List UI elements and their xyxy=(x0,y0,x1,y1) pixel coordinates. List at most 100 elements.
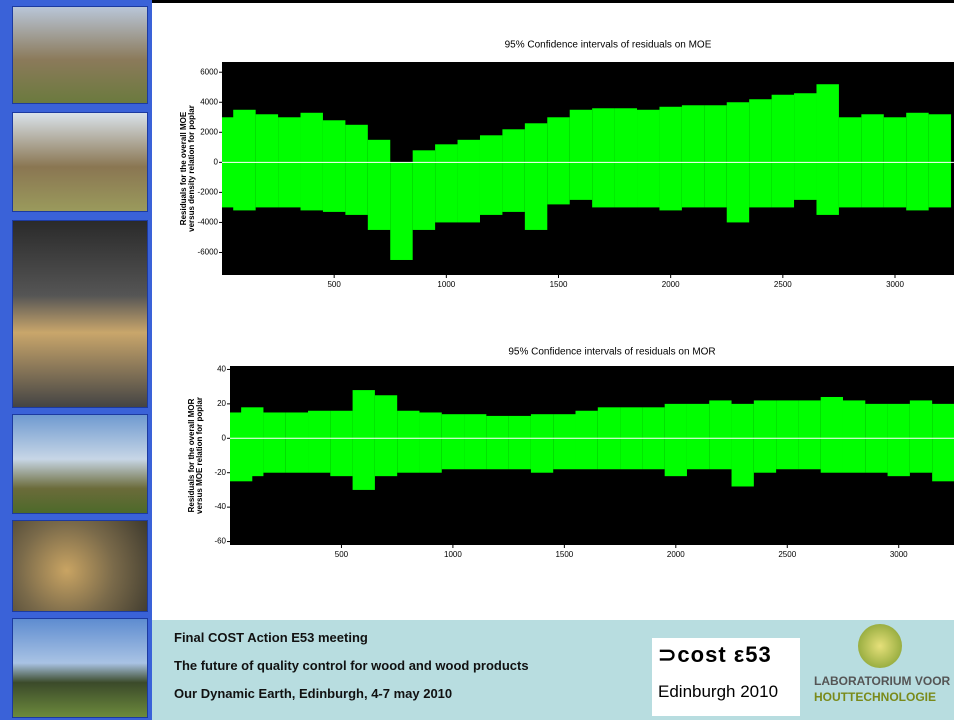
logo-text: HOUTTECHNOLOGIE xyxy=(814,690,936,704)
photo xyxy=(12,6,148,104)
interval-bar xyxy=(861,114,883,207)
interval-bar xyxy=(929,114,951,207)
x-tick-label: 1500 xyxy=(555,550,573,559)
interval-bar xyxy=(659,107,681,211)
interval-bar xyxy=(704,105,726,207)
interval-bar xyxy=(330,411,352,476)
x-tick-label: 2000 xyxy=(667,550,685,559)
logo-mark xyxy=(858,624,902,668)
interval-bar xyxy=(547,117,569,204)
interval-bar xyxy=(263,412,285,472)
x-tick-label: 3000 xyxy=(890,550,908,559)
x-tick-label: 2500 xyxy=(778,550,796,559)
footer-line: The future of quality control for wood a… xyxy=(174,658,529,673)
interval-bar xyxy=(553,414,575,469)
charts: 95% Confidence intervals of residuals on… xyxy=(152,0,954,618)
interval-bar xyxy=(241,407,263,476)
interval-bar xyxy=(397,411,419,473)
interval-bar xyxy=(286,412,308,472)
photo-strip xyxy=(0,0,152,720)
interval-bar xyxy=(502,129,524,212)
interval-bar xyxy=(932,404,954,481)
interval-bar xyxy=(480,135,502,215)
interval-bar xyxy=(794,93,816,200)
y-tick-label: 4000 xyxy=(200,97,218,106)
y-tick-label: 20 xyxy=(217,399,226,408)
y-tick-label: -6000 xyxy=(198,248,219,257)
x-tick-label: 500 xyxy=(335,550,349,559)
interval-bar xyxy=(368,140,390,230)
x-tick-label: 1000 xyxy=(444,550,462,559)
y-tick-label: -4000 xyxy=(198,218,219,227)
interval-bar xyxy=(486,416,508,469)
interval-bar xyxy=(749,99,771,207)
interval-bar xyxy=(233,110,255,211)
photo xyxy=(12,112,148,212)
interval-bar xyxy=(256,114,278,207)
y-tick-label: -2000 xyxy=(198,187,219,196)
slide: 95% Confidence intervals of residuals on… xyxy=(0,0,954,720)
interval-bar xyxy=(531,414,553,473)
interval-bar xyxy=(709,400,731,469)
photo xyxy=(12,520,148,612)
interval-bar xyxy=(525,123,547,230)
logo-text: ⊃cost ε53 xyxy=(658,642,772,668)
interval-bar xyxy=(509,416,531,469)
y-tick-label: -20 xyxy=(214,468,226,477)
interval-bar xyxy=(353,390,375,490)
y-tick-label: -60 xyxy=(214,537,226,546)
y-tick-label: 6000 xyxy=(200,67,218,76)
y-tick-label: 0 xyxy=(222,433,227,442)
x-tick-label: 500 xyxy=(327,280,341,289)
cost-logo: ⊃cost ε53 Edinburgh 2010 xyxy=(652,638,800,716)
x-tick-label: 2500 xyxy=(774,280,792,289)
interval-bar xyxy=(576,411,598,470)
interval-bar xyxy=(798,400,820,469)
footer-line: Final COST Action E53 meeting xyxy=(174,630,368,645)
photo xyxy=(12,220,148,408)
interval-bar xyxy=(458,140,480,223)
x-tick-label: 1000 xyxy=(437,280,455,289)
photo xyxy=(12,618,148,718)
interval-bar xyxy=(772,95,794,208)
lab-logo: LABORATORIUM VOOR HOUTTECHNOLOGIE xyxy=(810,624,954,716)
interval-bar xyxy=(888,404,910,476)
x-tick-label: 1500 xyxy=(550,280,568,289)
interval-bar xyxy=(375,395,397,476)
interval-bar xyxy=(776,400,798,469)
interval-bar xyxy=(442,414,464,469)
interval-bar xyxy=(419,412,441,472)
interval-bar xyxy=(687,404,709,469)
footer-line: Our Dynamic Earth, Edinburgh, 4-7 may 20… xyxy=(174,686,452,701)
interval-bar xyxy=(323,120,345,212)
interval-bar xyxy=(464,414,486,469)
interval-bar xyxy=(615,108,637,207)
interval-bar xyxy=(308,411,330,473)
interval-bar xyxy=(732,404,754,487)
photo xyxy=(12,414,148,514)
interval-bar xyxy=(390,162,412,260)
y-axis-label: versus density relation for poplar xyxy=(187,105,196,232)
y-axis-label: versus MOE relation for poplar xyxy=(195,397,204,514)
interval-bar xyxy=(682,105,704,207)
interval-bar xyxy=(592,108,614,207)
y-tick-label: 40 xyxy=(217,365,226,374)
interval-bar xyxy=(301,113,323,211)
interval-bar xyxy=(821,397,843,473)
interval-bar xyxy=(345,125,367,215)
y-tick-label: 0 xyxy=(214,157,219,166)
interval-bar xyxy=(754,400,776,472)
interval-bar xyxy=(435,144,457,222)
interval-bar xyxy=(816,84,838,215)
interval-bar xyxy=(906,113,928,211)
x-tick-label: 2000 xyxy=(662,280,680,289)
interval-bar xyxy=(843,400,865,472)
logo-text: Edinburgh 2010 xyxy=(658,682,778,702)
interval-bar xyxy=(570,110,592,200)
footer: Final COST Action E53 meeting The future… xyxy=(152,620,954,720)
chart-title: 95% Confidence intervals of residuals on… xyxy=(505,40,712,51)
logo-text: LABORATORIUM VOOR xyxy=(814,674,950,688)
chart-title: 95% Confidence intervals of residuals on… xyxy=(508,347,715,358)
interval-bar xyxy=(910,400,932,472)
y-tick-label: -40 xyxy=(214,502,226,511)
